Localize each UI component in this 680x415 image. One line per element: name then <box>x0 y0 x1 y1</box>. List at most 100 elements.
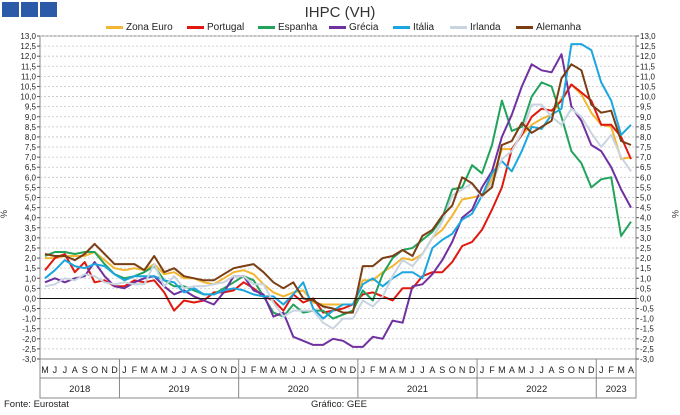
x-month-label: J <box>301 365 306 375</box>
y-tick-label-left: -3,0 <box>22 355 36 364</box>
x-month-label: J <box>529 365 534 375</box>
chart-legend: Zona Euro Portugal Espanha Grécia Itália… <box>0 22 680 36</box>
x-month-label: J <box>53 365 58 375</box>
chart-title: IHPC (VH) <box>304 4 376 21</box>
legend-label: Alemanha <box>536 22 582 33</box>
y-tick-label-right: -3,0 <box>640 355 654 364</box>
x-month-label: J <box>539 365 544 375</box>
y-tick-label-left: 8,5 <box>25 123 37 132</box>
y-tick-label-right: 2,5 <box>640 244 652 253</box>
y-tick-label-right: 3,0 <box>640 234 652 243</box>
legend-label: Itália <box>413 22 435 33</box>
x-month-label: J <box>599 365 604 375</box>
x-month-label: M <box>498 365 506 375</box>
legend-label: Zona Euro <box>126 22 173 33</box>
credit-note: Gráfico: GEE <box>311 399 367 410</box>
series-line-italia <box>44 43 632 320</box>
y-tick-label-right: -1,0 <box>640 315 654 324</box>
x-month-label: J <box>182 365 187 375</box>
x-year-label: 2020 <box>288 384 309 395</box>
legend-swatch <box>450 25 467 29</box>
y-tick-label-left: -2,5 <box>22 345 36 354</box>
y-tick-label-left: 11,5 <box>21 62 37 71</box>
x-month-label: A <box>390 365 396 375</box>
y-tick-label-right: 7,0 <box>640 153 652 162</box>
legend-swatch <box>106 25 123 29</box>
x-month-label: O <box>568 365 575 375</box>
x-month-label: S <box>439 365 445 375</box>
x-month-label: D <box>588 365 595 375</box>
y-tick-label-left: 6,5 <box>25 163 37 172</box>
x-month-label: M <box>260 365 268 375</box>
y-tick-label-right: 12,0 <box>640 52 656 61</box>
x-year-label: 2023 <box>606 384 627 395</box>
x-month-label: D <box>469 365 476 375</box>
y-tick-label-left: 1,0 <box>25 274 37 283</box>
y-tick-label-right: 0,0 <box>640 294 652 303</box>
x-month-label: M <box>379 365 387 375</box>
y-tick-label-right: 4,0 <box>640 214 652 223</box>
y-tick-label-right: 1,5 <box>640 264 652 273</box>
corner-block-icon <box>2 2 19 17</box>
legend-item: Espanha <box>258 22 317 33</box>
x-month-label: A <box>628 365 634 375</box>
y-tick-label-right: 10,5 <box>640 82 656 91</box>
y-tick-label-left: 7,0 <box>25 153 37 162</box>
x-month-label: N <box>221 365 228 375</box>
legend-swatch <box>393 25 410 29</box>
x-month-label: S <box>82 365 88 375</box>
y-tick-label-right: -2,0 <box>640 335 654 344</box>
legend-label: Grécia <box>349 22 379 33</box>
x-month-label: A <box>72 365 78 375</box>
x-month-label: O <box>210 365 217 375</box>
y-tick-label-left: 10,5 <box>20 82 36 91</box>
y-tick-label-left: -2,0 <box>22 335 36 344</box>
x-month-label: S <box>558 365 564 375</box>
y-tick-label-right: 9,0 <box>640 113 652 122</box>
x-month-label: J <box>172 365 177 375</box>
x-month-label: M <box>399 365 407 375</box>
y-tick-label-right: 4,5 <box>640 204 652 213</box>
y-tick-label-right: 9,5 <box>640 103 652 112</box>
series-line-zona-euro <box>45 83 632 306</box>
y-tick-label-right: 7,5 <box>640 143 652 152</box>
legend-label: Portugal <box>207 22 245 33</box>
y-tick-label-left: 4,0 <box>25 214 37 223</box>
y-tick-label-left: 1,5 <box>25 264 37 273</box>
legend-label: Espanha <box>278 22 318 33</box>
y-tick-label-left: 0,0 <box>25 294 37 303</box>
x-month-label: F <box>370 365 376 375</box>
legend-swatch <box>187 25 204 29</box>
plot-border <box>39 35 637 399</box>
y-tick-label-right: 11,5 <box>640 62 656 71</box>
x-month-label: D <box>230 365 237 375</box>
y-tick-label-right: -0,5 <box>640 305 654 314</box>
x-month-label: N <box>578 365 585 375</box>
y-tick-label-left: 0,5 <box>25 284 37 293</box>
x-month-label: M <box>518 365 526 375</box>
y-tick-label-left: 2,5 <box>25 244 37 253</box>
series-line-grecia <box>44 53 632 348</box>
y-tick-label-left: 5,0 <box>25 194 37 203</box>
y-tick-label-left: 2,0 <box>25 254 37 263</box>
y-tick-label-right: 10,0 <box>640 93 656 102</box>
y-tick-label-left: -1,0 <box>22 315 36 324</box>
y-tick-label-left: -0,5 <box>22 305 36 314</box>
y-tick-label-left: 9,5 <box>25 103 37 112</box>
x-month-label: D <box>350 365 357 375</box>
y-tick-label-left: 7,5 <box>25 143 37 152</box>
legend-swatch <box>258 25 275 29</box>
y-tick-label-right: -2,5 <box>640 345 654 354</box>
legend-item: Alemanha <box>516 22 581 33</box>
x-month-label: S <box>320 365 326 375</box>
y-tick-label-left: 3,5 <box>25 224 37 233</box>
source-note: Fonte: Eurostat <box>4 399 69 410</box>
x-month-label: M <box>141 365 149 375</box>
x-month-label: S <box>201 365 207 375</box>
y-tick-label-right: 8,5 <box>640 123 652 132</box>
y-tick-label-right: 5,0 <box>640 194 652 203</box>
y-tick-label-right: 6,5 <box>640 163 652 172</box>
x-year-label: 2021 <box>407 384 428 395</box>
x-month-label: F <box>608 365 614 375</box>
